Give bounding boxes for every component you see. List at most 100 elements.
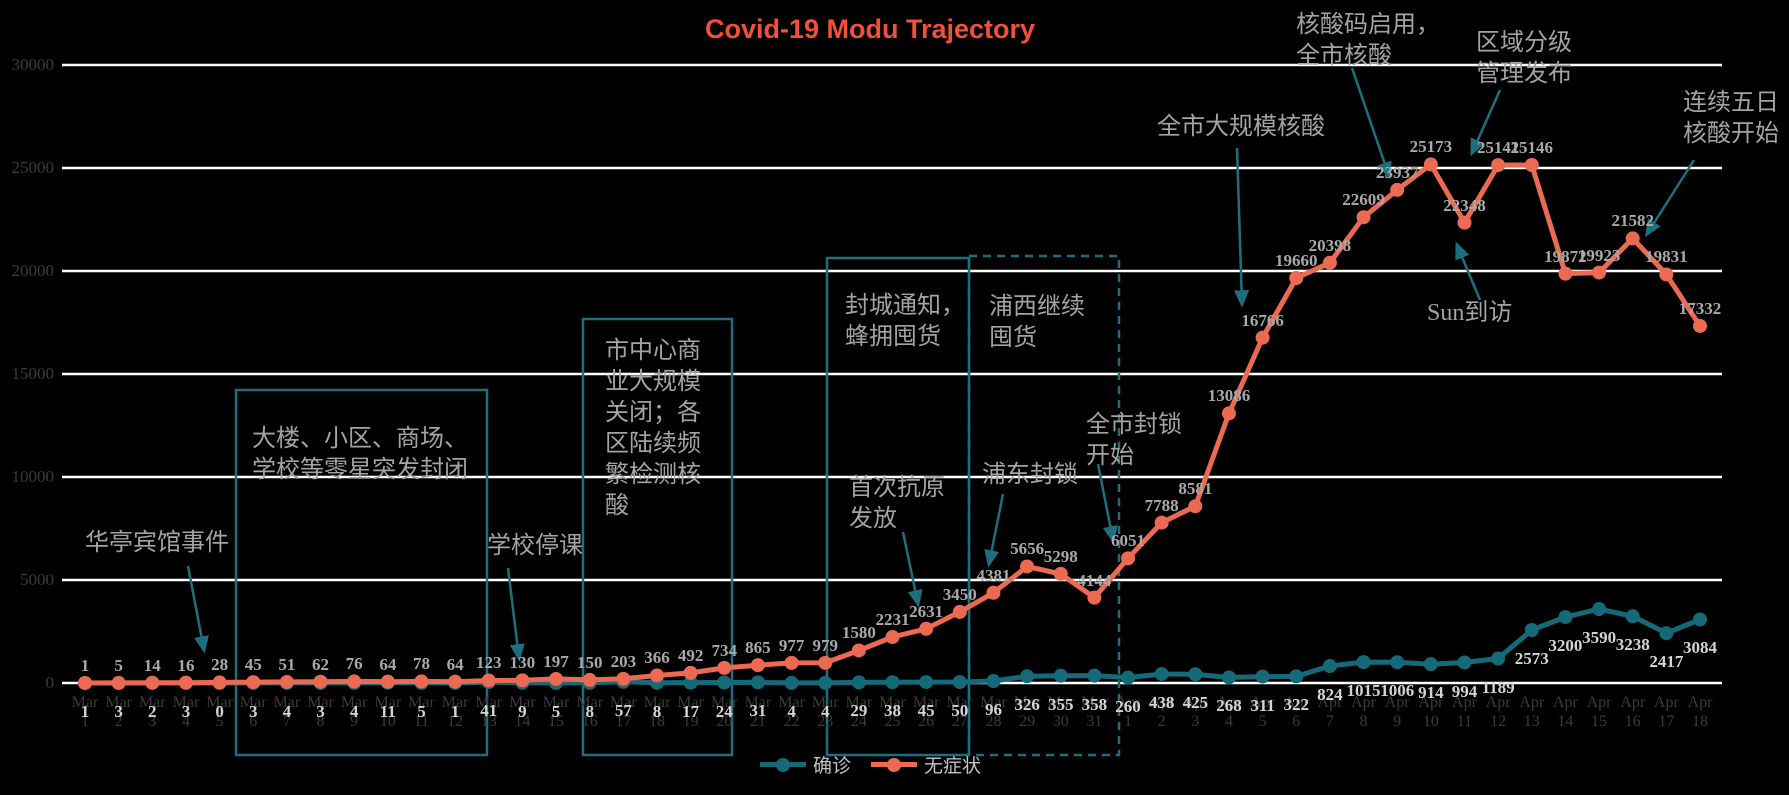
annotation-five-day-testing: 连续五日 核酸开始 xyxy=(1683,90,1779,147)
data-point xyxy=(1154,515,1169,530)
value-label-confirmed: 322 xyxy=(1283,695,1310,715)
data-point xyxy=(212,675,227,690)
x-axis-label: Mar 27 xyxy=(946,694,974,730)
x-axis-label: Apr 17 xyxy=(1653,694,1679,730)
value-label-asymptomatic: 19831 xyxy=(1645,247,1688,267)
value-label-asymptomatic: 19660 xyxy=(1275,251,1318,270)
value-label-asymptomatic: 197 xyxy=(543,651,569,671)
x-axis-label: Mar 6 xyxy=(239,694,267,730)
value-label-confirmed: 326 xyxy=(1014,695,1040,715)
data-point xyxy=(1592,602,1607,617)
value-label-confirmed: 5 xyxy=(417,701,426,721)
data-point xyxy=(549,671,564,686)
y-axis-label: 20000 xyxy=(11,261,55,280)
data-point xyxy=(986,585,1001,600)
data-point xyxy=(851,675,866,690)
annotation-arrow xyxy=(1234,147,1250,308)
value-label-confirmed: 45 xyxy=(917,701,935,721)
x-axis-label: Apr 18 xyxy=(1687,694,1713,730)
x-axis-label: Mar 14 xyxy=(509,694,536,730)
value-label-confirmed: 1189 xyxy=(1481,677,1515,697)
value-label-asymptomatic: 4144 xyxy=(1077,570,1112,590)
value-label-confirmed: 3 xyxy=(316,701,325,721)
data-point xyxy=(1558,266,1573,281)
x-axis-label: Mar 2 xyxy=(105,694,132,730)
data-point xyxy=(313,674,328,689)
data-point xyxy=(818,675,833,690)
value-label-asymptomatic: 366 xyxy=(644,648,670,668)
value-label-asymptomatic: 21582 xyxy=(1611,211,1654,231)
value-label-confirmed: 1006 xyxy=(1380,681,1415,701)
x-axis-label: Mar 15 xyxy=(542,694,570,730)
value-label-asymptomatic: 22348 xyxy=(1443,195,1486,215)
value-label-confirmed: 1 xyxy=(450,701,460,721)
data-point xyxy=(1356,210,1371,225)
confirmed-line-swatch xyxy=(760,757,806,772)
value-label-confirmed: 914 xyxy=(1418,683,1444,703)
value-label-confirmed: 4 xyxy=(820,701,830,721)
data-point xyxy=(952,604,967,619)
value-label-confirmed: 41 xyxy=(480,701,498,721)
value-label-confirmed: 3 xyxy=(181,701,191,721)
x-axis-label: Apr 7 xyxy=(1317,694,1343,730)
x-axis-label: Mar 29 xyxy=(1013,694,1041,730)
x-axis-label: Mar 25 xyxy=(879,694,906,730)
value-label-asymptomatic: 25173 xyxy=(1409,137,1453,157)
x-axis-label: Apr 11 xyxy=(1452,694,1477,730)
x-axis-label: Mar 10 xyxy=(374,694,402,730)
value-label-confirmed: 268 xyxy=(1216,696,1242,716)
data-point xyxy=(111,675,126,690)
data-point xyxy=(1087,590,1102,605)
value-label-asymptomatic: 16 xyxy=(177,655,195,675)
data-point xyxy=(1524,622,1539,637)
data-point xyxy=(582,672,597,687)
value-label-asymptomatic: 203 xyxy=(610,651,637,671)
x-axis-label: Apr 10 xyxy=(1418,694,1444,730)
value-label-asymptomatic: 19872 xyxy=(1544,246,1587,266)
data-point xyxy=(649,668,664,683)
data-point xyxy=(750,658,765,673)
data-point xyxy=(1491,651,1506,666)
value-label-asymptomatic: 17332 xyxy=(1678,298,1722,318)
data-point xyxy=(717,675,732,690)
value-label-confirmed: 2 xyxy=(148,701,157,721)
data-point xyxy=(952,674,967,689)
data-point xyxy=(347,674,362,689)
value-label-confirmed: 4 xyxy=(282,701,292,721)
data-point xyxy=(1693,318,1707,333)
x-axis-label: Mar 26 xyxy=(912,694,940,730)
data-point xyxy=(1087,668,1102,683)
annotation-citywide-mass-test: 全市大规模核酸 xyxy=(1157,114,1325,140)
value-label-confirmed: 3590 xyxy=(1582,628,1617,648)
x-axis-label: Mar 8 xyxy=(307,694,334,730)
data-point xyxy=(414,674,429,689)
value-label-asymptomatic: 977 xyxy=(778,635,805,655)
data-point xyxy=(683,665,698,680)
asymptomatic-line-swatch xyxy=(871,757,918,772)
x-axis-label: Mar 16 xyxy=(576,694,604,730)
value-label-asymptomatic: 5656 xyxy=(1010,539,1045,559)
annotation-arrow xyxy=(984,493,1005,568)
legend-item-asymptomatic: 无症状 xyxy=(871,751,981,778)
annotation-nat-code-enabled: 核酸码启用， 全市核酸 xyxy=(1296,12,1440,69)
value-label-asymptomatic: 22609 xyxy=(1342,190,1385,210)
x-axis-label: Mar 1 xyxy=(71,694,99,730)
data-point xyxy=(1255,669,1270,684)
value-label-confirmed: 96 xyxy=(984,700,1002,720)
data-point xyxy=(1121,670,1136,685)
x-axis-label: Mar 24 xyxy=(845,694,873,730)
value-label-asymptomatic: 25146 xyxy=(1510,137,1554,157)
y-axis-label: 10000 xyxy=(11,467,55,486)
x-axis-label: Apr 5 xyxy=(1250,694,1276,730)
value-label-asymptomatic: 734 xyxy=(711,640,738,660)
value-label-asymptomatic: 28 xyxy=(211,655,229,675)
data-point xyxy=(717,660,732,675)
value-label-confirmed: 9 xyxy=(518,701,527,721)
x-axis-label: Mar 31 xyxy=(1081,694,1108,730)
value-label-confirmed: 57 xyxy=(614,700,632,720)
data-point xyxy=(279,674,294,689)
y-axis-label: 0 xyxy=(45,673,55,692)
data-point xyxy=(78,675,92,690)
data-point xyxy=(1659,626,1674,641)
